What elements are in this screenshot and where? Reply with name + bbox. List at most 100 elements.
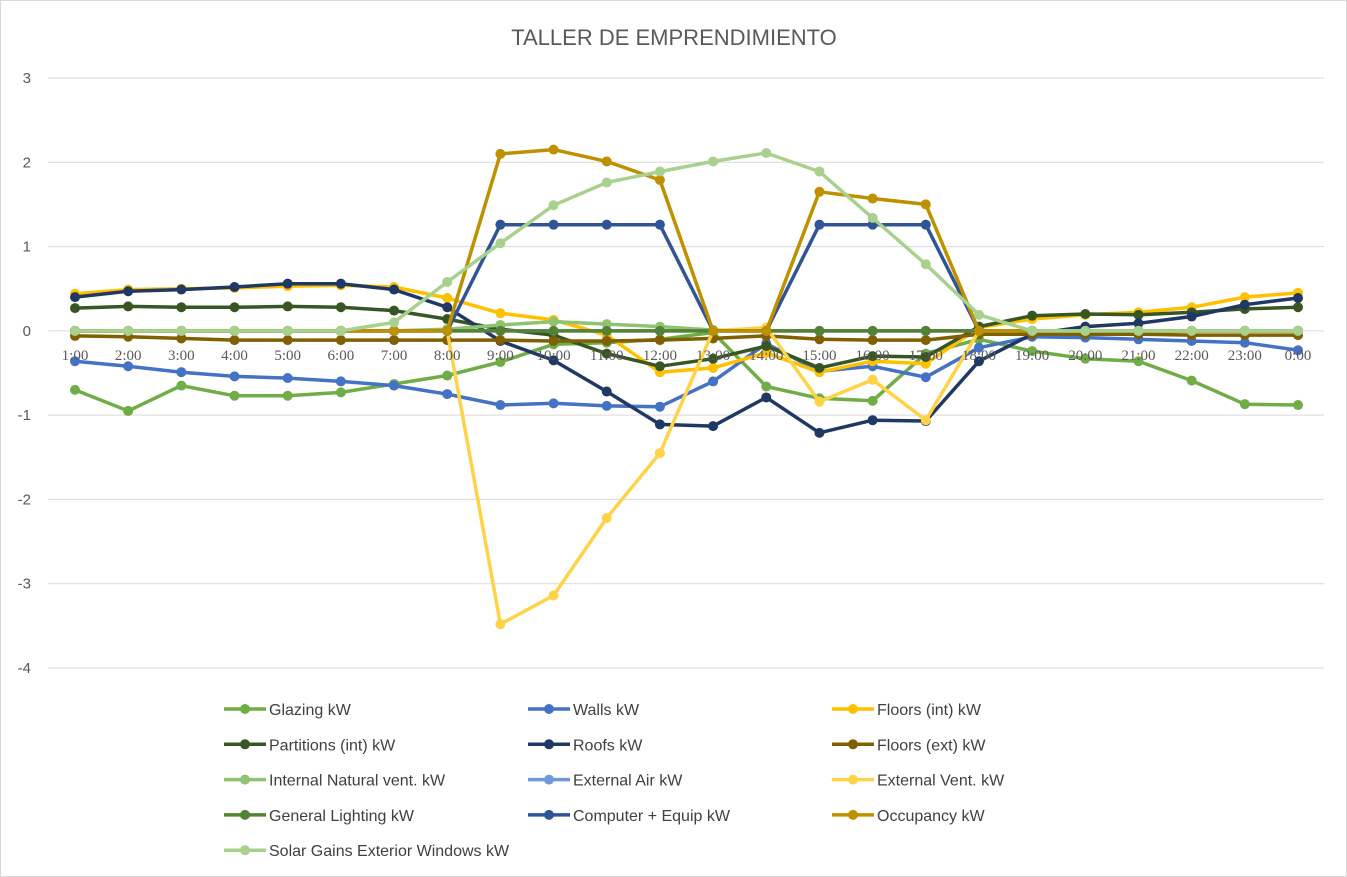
x-tick-label: 14:00 [749,348,783,364]
data-point [70,292,80,303]
data-point [654,419,665,430]
y-tick-label: -2 [18,491,31,508]
data-point [654,335,665,346]
data-point [654,361,665,372]
data-point [442,292,453,303]
x-tick-label: 0:00 [1285,348,1312,364]
data-point [442,370,453,381]
data-point [282,373,293,384]
data-point [708,156,719,167]
data-point [70,356,80,367]
data-point [814,325,825,336]
data-point [867,351,878,362]
legend-swatch-marker [848,774,858,785]
legend-item: Internal Natural vent. kW [224,773,446,790]
x-tick-label: 18:00 [962,348,996,364]
legend-item: Roofs kW [528,737,643,754]
series-line [75,151,1298,333]
data-point [123,361,134,372]
data-point [282,335,293,346]
data-point [548,355,559,366]
chart-title: TALLER DE EMPRENDIMIENTO [511,25,837,50]
data-point [1239,299,1250,310]
data-point [176,333,187,344]
data-point [70,303,80,314]
x-tick-label: 21:00 [1121,348,1155,364]
data-point [814,396,825,407]
data-point [920,351,931,362]
data-point [601,177,612,188]
data-point [601,400,612,411]
data-point [761,341,772,352]
series-line [74,332,1298,343]
x-tick-label: 11:00 [590,348,624,364]
legend-label: General Lighting kW [269,808,415,825]
data-point [389,317,400,328]
data-point [495,619,506,630]
data-point [1027,310,1038,321]
data-point [123,325,134,336]
legend-label: Solar Gains Exterior Windows kW [269,843,510,860]
series-lines [70,144,1303,630]
legend-swatch-marker [240,774,250,785]
data-point [867,415,878,426]
x-tick-label: 9:00 [487,348,514,364]
data-point [282,325,293,336]
data-point [335,335,346,346]
data-point [654,325,665,336]
legend-swatch-marker [544,739,554,750]
legend-swatch-marker [544,774,554,785]
data-point [973,356,984,367]
data-point [973,309,984,320]
legend-swatch-marker [848,809,858,820]
data-point [654,401,665,412]
y-axis-ticks: 3 2 1 0 -1 -2 -3 -4 [18,70,31,677]
data-point [973,325,984,336]
data-point [548,398,559,409]
data-point [601,335,612,346]
data-point [495,357,506,368]
data-point [1293,325,1303,336]
data-point [495,335,506,346]
x-tick-label: 5:00 [274,348,301,364]
data-point [335,387,346,398]
data-point [761,381,772,392]
legend-item: Occupancy kW [832,808,985,825]
data-point [920,335,931,346]
data-point [708,353,719,364]
legend-item: External Air kW [528,773,683,790]
data-point [1027,346,1038,357]
data-point [601,156,612,167]
data-point [814,219,825,230]
data-point [654,174,665,185]
data-point [442,276,453,287]
data-point [389,335,400,346]
data-point [229,335,240,346]
data-point [867,374,878,385]
data-point [1293,302,1303,313]
legend-swatch-marker [240,739,250,750]
data-point [601,325,612,336]
data-point [389,380,400,391]
series-line [75,325,1298,626]
legend-label: External Vent. kW [877,773,1005,790]
data-point [1186,311,1197,322]
data-point [920,415,931,426]
data-point [495,148,506,159]
data-point [814,362,825,373]
data-point [442,389,453,400]
data-point [389,305,400,316]
data-point [1133,318,1144,329]
x-tick-label: 23:00 [1228,348,1262,364]
data-point [601,386,612,397]
legend-item: Solar Gains Exterior Windows kW [224,843,510,860]
x-tick-label: 22:00 [1175,348,1209,364]
data-point [548,200,559,211]
data-point [920,219,931,230]
legend-item: External Vent. kW [832,773,1005,790]
series-line [74,330,1299,413]
x-tick-label: 4:00 [221,348,248,364]
data-point [176,284,187,295]
legend-swatch-marker [544,704,554,714]
series-line [74,281,1299,435]
